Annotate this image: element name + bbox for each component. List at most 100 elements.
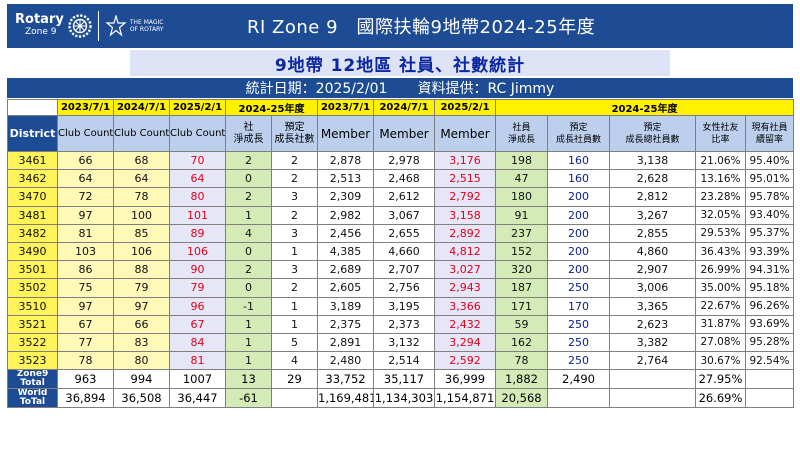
table-cell: 250 xyxy=(547,314,610,334)
table-cell: 96.26% xyxy=(744,296,795,316)
table-cell: 152 xyxy=(495,241,548,262)
table-cell: 3,006 xyxy=(609,278,696,298)
table-cell: 2,892 xyxy=(434,223,496,243)
column-header: 預定 成長總社員數 xyxy=(609,115,696,152)
total-cell: 1,134,303 xyxy=(373,388,435,409)
table-cell: 160 xyxy=(547,169,610,189)
table-cell: 2,855 xyxy=(609,223,696,243)
table-cell: 78 xyxy=(57,351,114,371)
table-cell: 90 xyxy=(169,260,226,280)
district-cell: 3482 xyxy=(7,223,58,243)
table-cell: 26.99% xyxy=(695,260,746,280)
table-cell: 1 xyxy=(225,314,272,334)
total-label: World ToTal xyxy=(7,388,58,409)
table-cell: 23.28% xyxy=(695,187,746,207)
magic-line1: THE MAGIC xyxy=(129,19,164,26)
table-cell: 2 xyxy=(225,260,272,280)
table-cell: 67 xyxy=(57,314,114,334)
total-row: Zone9 Total 963 994 1007 13 29 33,752 35,117 36,9… xyxy=(7,369,795,390)
table-cell: 2,764 xyxy=(609,351,696,371)
page-title: RI Zone 9 國際扶輪9地帶2024-25年度 xyxy=(247,17,596,38)
district-cell: 3481 xyxy=(7,205,58,225)
table-cell: 93.39% xyxy=(744,241,795,262)
total-row: World ToTal 36,894 36,508 36,447 -61 1,169,481… xyxy=(7,388,795,409)
column-header: 預定 成長社數 xyxy=(271,115,318,152)
table-cell: 101 xyxy=(169,205,226,225)
table-cell: 79 xyxy=(169,278,226,298)
table-cell: 2,756 xyxy=(373,278,435,298)
table-cell: 0 xyxy=(225,241,272,262)
column-header: Club Count xyxy=(169,115,226,152)
column-header: Member xyxy=(434,115,496,152)
district-cell: 3461 xyxy=(7,150,58,171)
table-cell: 200 xyxy=(547,241,610,262)
total-cell: 1,882 xyxy=(495,369,548,390)
total-cell xyxy=(609,388,696,409)
table-cell: 0 xyxy=(225,169,272,189)
table-cell: 3,267 xyxy=(609,205,696,225)
district-cell: 3523 xyxy=(7,351,58,371)
table-cell: 2,515 xyxy=(434,169,496,189)
table-cell: 160 xyxy=(547,150,610,171)
district-cell: 3470 xyxy=(7,187,58,207)
table-cell: 32.05% xyxy=(695,205,746,225)
table-cell: 3 xyxy=(271,260,318,280)
table-cell: 68 xyxy=(113,150,170,171)
total-cell: 33,752 xyxy=(317,369,374,390)
table-cell: 64 xyxy=(113,169,170,189)
table-cell: 4,660 xyxy=(373,241,435,262)
table-cell: 78 xyxy=(113,187,170,207)
table-cell: 91 xyxy=(495,205,548,225)
table-row: 3523 78 80 81 1 4 2,480 2,514 2,592 78 250 2,764 30.… xyxy=(7,351,795,371)
table-cell: 2,891 xyxy=(317,332,374,353)
table-cell: 3,067 xyxy=(373,205,435,225)
total-cell: 36,894 xyxy=(57,388,114,409)
table-cell: 4,812 xyxy=(434,241,496,262)
table-row: 3502 75 79 79 0 2 2,605 2,756 2,943 187 250 3,006 35… xyxy=(7,278,795,298)
table-cell: 2,628 xyxy=(609,169,696,189)
table-cell: 2,480 xyxy=(317,351,374,371)
total-cell xyxy=(744,369,795,390)
table-cell: 0 xyxy=(225,278,272,298)
table-cell: 2 xyxy=(271,150,318,171)
table-row: 3481 97 100 101 1 2 2,982 3,067 3,158 91 200 3,267 3… xyxy=(7,205,795,225)
table-row: 3482 81 85 89 4 3 2,456 2,655 2,892 237 200 2,855 29… xyxy=(7,223,795,243)
table-cell: 3,189 xyxy=(317,296,374,316)
table-cell: 64 xyxy=(57,169,114,189)
table-cell: 35.00% xyxy=(695,278,746,298)
rotary-wheel-icon xyxy=(68,14,92,38)
stat-date: 統計日期：2025/2/01 xyxy=(245,81,388,97)
table-cell: 95.78% xyxy=(744,187,795,207)
table-cell: 75 xyxy=(57,278,114,298)
district-cell: 3502 xyxy=(7,278,58,298)
table-cell: 88 xyxy=(113,260,170,280)
table-cell: 67 xyxy=(169,314,226,334)
table-cell: 83 xyxy=(113,332,170,353)
table-cell: 93.40% xyxy=(744,205,795,225)
table-cell: 106 xyxy=(169,241,226,262)
table-cell: 72 xyxy=(57,187,114,207)
stats-table: 2023/7/1 2024/7/1 2025/2/1 2024-25年度 2023/7/… xyxy=(7,99,795,409)
table-cell: 171 xyxy=(495,296,548,316)
district-cell: 3501 xyxy=(7,260,58,280)
table-cell: 95.40% xyxy=(744,150,795,171)
table-cell: 2,707 xyxy=(373,260,435,280)
table-cell: 97 xyxy=(57,205,114,225)
table-cell: 3,027 xyxy=(434,260,496,280)
table-cell: 94.31% xyxy=(744,260,795,280)
total-cell: 35,117 xyxy=(373,369,435,390)
table-cell: 3,366 xyxy=(434,296,496,316)
table-row: 3490 103 106 106 0 1 4,385 4,660 4,812 152 200 4,86… xyxy=(7,241,795,262)
table-cell: 103 xyxy=(57,241,114,262)
table-cell: 2 xyxy=(225,187,272,207)
table-cell: 13.16% xyxy=(695,169,746,189)
group-header: 2023/7/1 xyxy=(57,99,114,116)
table-cell: 89 xyxy=(169,223,226,243)
table-cell: 2,605 xyxy=(317,278,374,298)
total-cell xyxy=(744,388,795,409)
total-cell xyxy=(609,369,696,390)
table-cell: 27.08% xyxy=(695,332,746,353)
table-cell: 66 xyxy=(57,150,114,171)
table-cell: 4,385 xyxy=(317,241,374,262)
table-cell: 2 xyxy=(271,278,318,298)
